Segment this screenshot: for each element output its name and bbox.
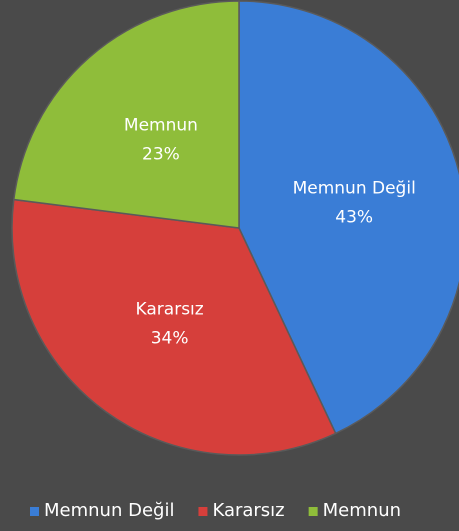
- legend-label: Kararsız: [212, 500, 284, 521]
- legend-marker: [30, 507, 39, 516]
- legend-marker: [198, 507, 208, 516]
- slice-value: 34%: [151, 328, 189, 348]
- legend-label: Memnun Değil: [44, 500, 174, 521]
- slice-value: 43%: [335, 207, 373, 227]
- slice-label: Memnun: [124, 115, 198, 135]
- pie-slice: [12, 0, 240, 229]
- slice-value: 23%: [142, 144, 180, 164]
- slice-label: Memnun Değil: [293, 178, 416, 198]
- slice-label: Kararsız: [136, 299, 204, 319]
- pie-slice: [11, 198, 337, 456]
- legend-marker: [308, 507, 318, 516]
- pie-slice: [238, 0, 459, 435]
- legend-label: Memnun: [323, 500, 401, 521]
